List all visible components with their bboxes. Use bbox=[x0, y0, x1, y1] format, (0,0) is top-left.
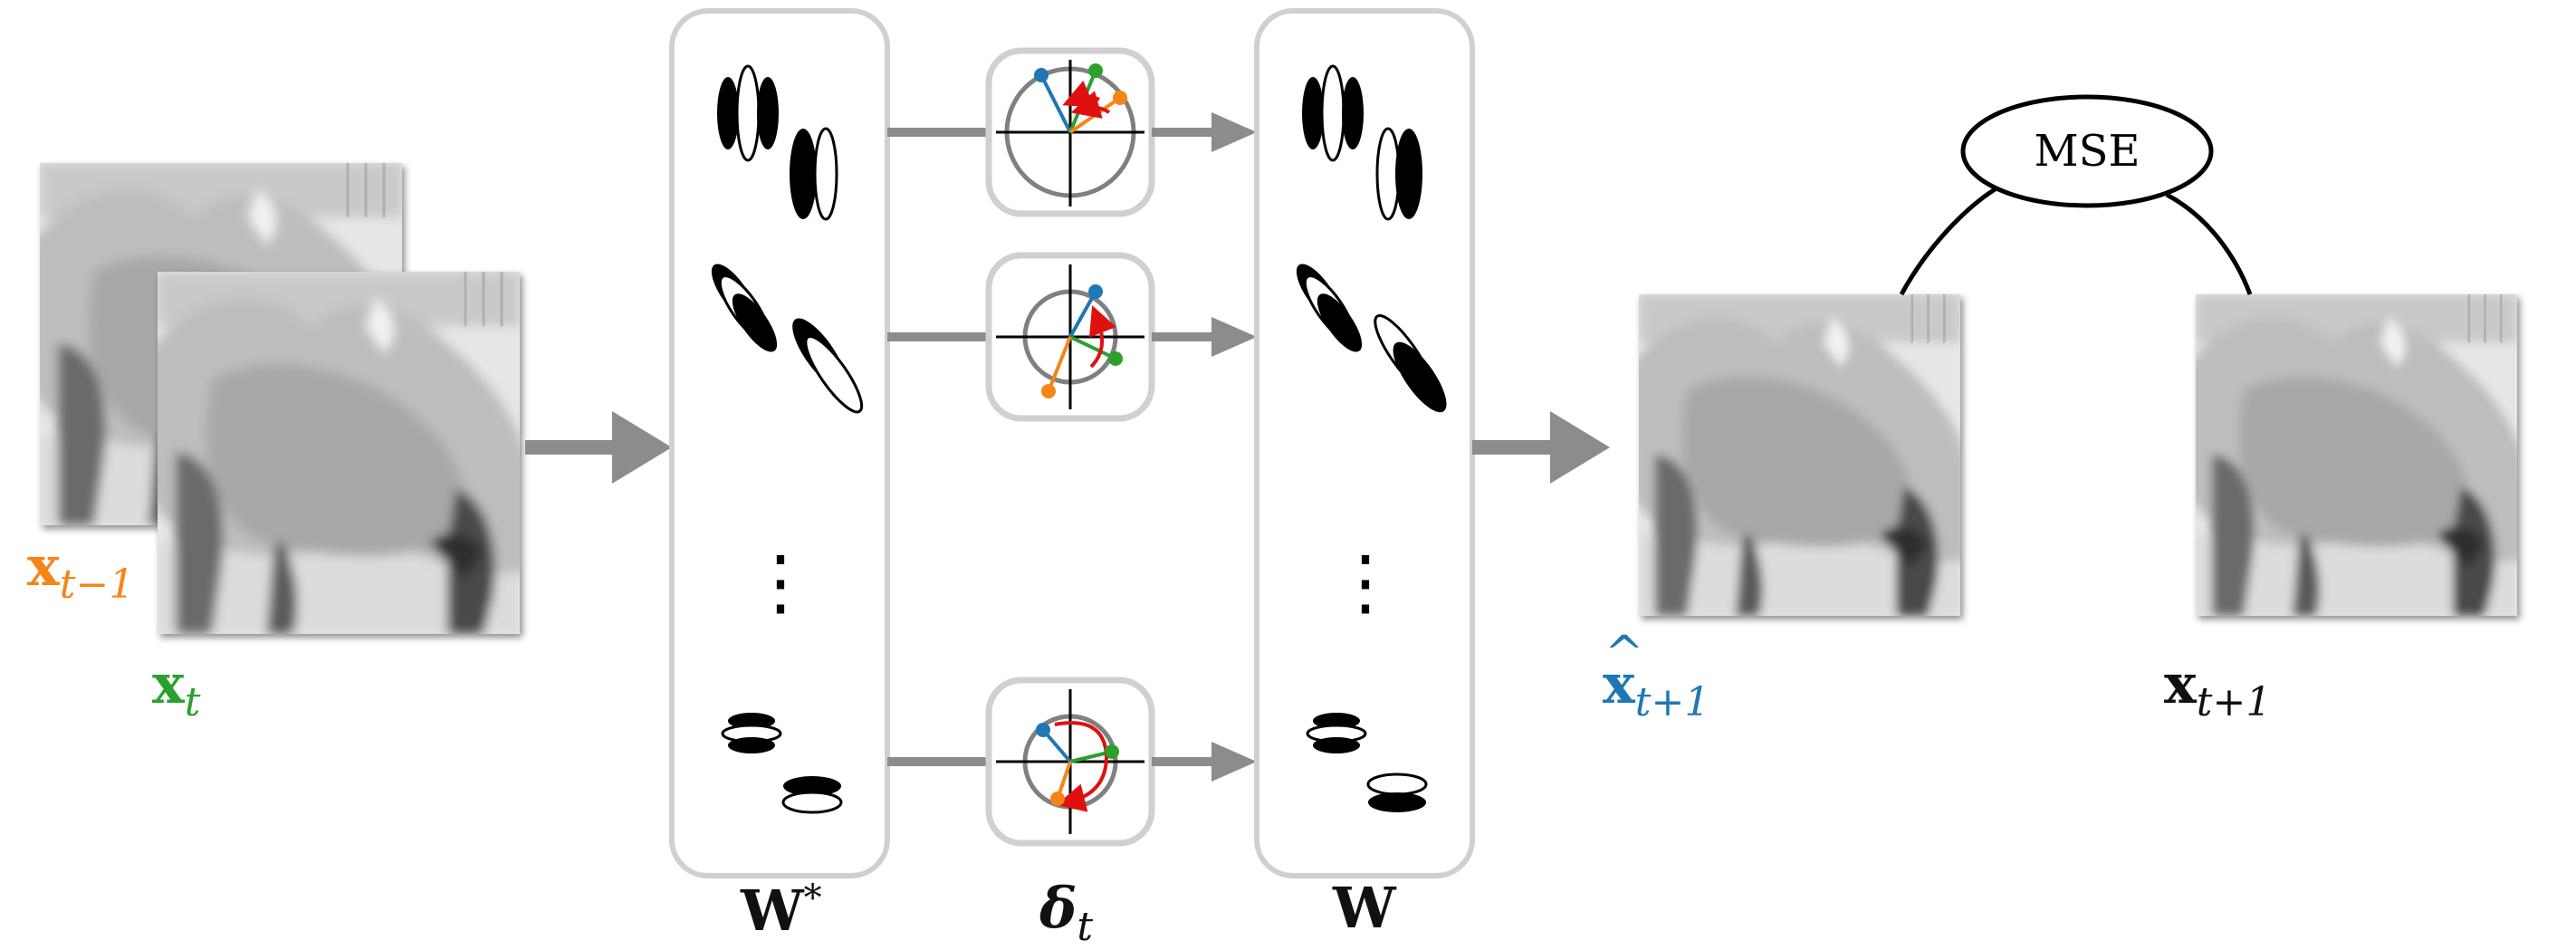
label-w: W bbox=[1333, 875, 1396, 941]
w-dots: ⋮ bbox=[1329, 540, 1402, 624]
w-filter-1 bbox=[1302, 64, 1422, 221]
w-panel bbox=[1254, 8, 1475, 878]
phase-wheel-1 bbox=[985, 47, 1155, 217]
phase-wheel-2 bbox=[985, 252, 1155, 422]
wstar-filter-1 bbox=[717, 64, 838, 221]
label-x-next: xt+1 bbox=[2164, 653, 2272, 725]
connector-right-2 bbox=[1152, 317, 1257, 357]
label-x-prev: xt−1 bbox=[27, 535, 135, 608]
wstar-dots: ⋮ bbox=[744, 540, 817, 624]
mse-label: MSE bbox=[2034, 126, 2140, 177]
wstar-filter-2 bbox=[711, 264, 864, 414]
connector-right-1 bbox=[1152, 112, 1257, 152]
wstar-panel bbox=[669, 8, 890, 878]
w-filter-2 bbox=[1296, 264, 1447, 413]
label-w-star: W* bbox=[741, 878, 822, 944]
mse-ellipse bbox=[1960, 94, 2214, 208]
connector-left-1 bbox=[887, 128, 989, 137]
connector-left-2 bbox=[887, 332, 989, 341]
arrow-w-to-prediction bbox=[1472, 411, 1610, 484]
w-filter-3 bbox=[1306, 713, 1428, 812]
mse-line-left bbox=[1899, 183, 2003, 296]
connector-left-3 bbox=[887, 757, 989, 766]
label-x-pred: ^ xt+1 bbox=[1603, 627, 1710, 725]
input-frame-curr bbox=[148, 272, 529, 634]
label-x-curr: xt bbox=[152, 653, 201, 725]
wstar-filter-3 bbox=[721, 713, 843, 814]
connector-right-3 bbox=[1152, 742, 1257, 782]
label-delta: δt bbox=[1039, 875, 1094, 950]
target-frame bbox=[2188, 294, 2525, 616]
phase-wheel-3 bbox=[985, 677, 1155, 847]
arrow-frames-to-wstar bbox=[525, 411, 672, 484]
hat-accent: ^ bbox=[1604, 627, 1644, 681]
mse-line-right bbox=[2165, 192, 2253, 295]
predicted-frame bbox=[1631, 294, 1968, 616]
